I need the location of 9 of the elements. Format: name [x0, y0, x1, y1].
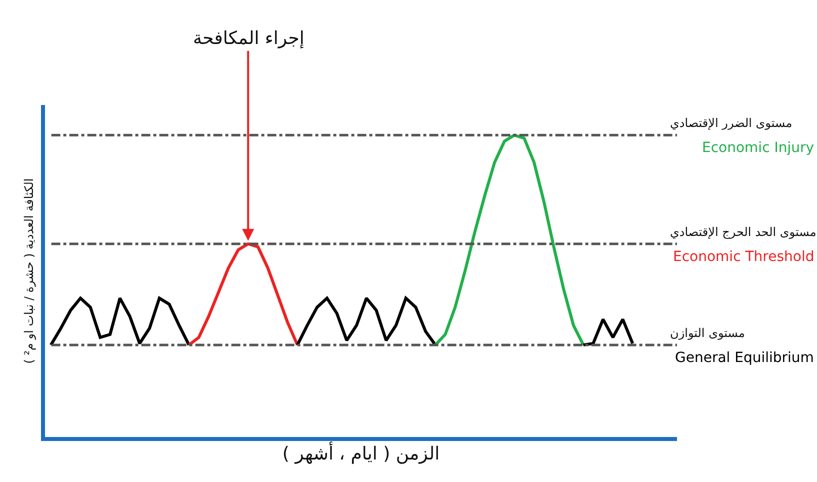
text: Economic Injury — [702, 140, 814, 156]
ref-line-label: مستوى التوازن — [670, 326, 745, 340]
x-axis-title: الزمن ( ايام ، أشهر ) — [282, 442, 440, 465]
annotation: إجراء المكافحة — [193, 28, 304, 49]
ref-line-label: مستوى الحد الحرج الإقتصادي — [670, 225, 816, 239]
ref-line-label: مستوى الضرر الإقتصادي — [670, 116, 792, 130]
text: General Equilibrium — [675, 350, 814, 366]
text: Economic Threshold — [673, 249, 814, 265]
y-axis-title: الكثافة العددية ( حشرة / نبات او م² ) — [22, 178, 36, 364]
